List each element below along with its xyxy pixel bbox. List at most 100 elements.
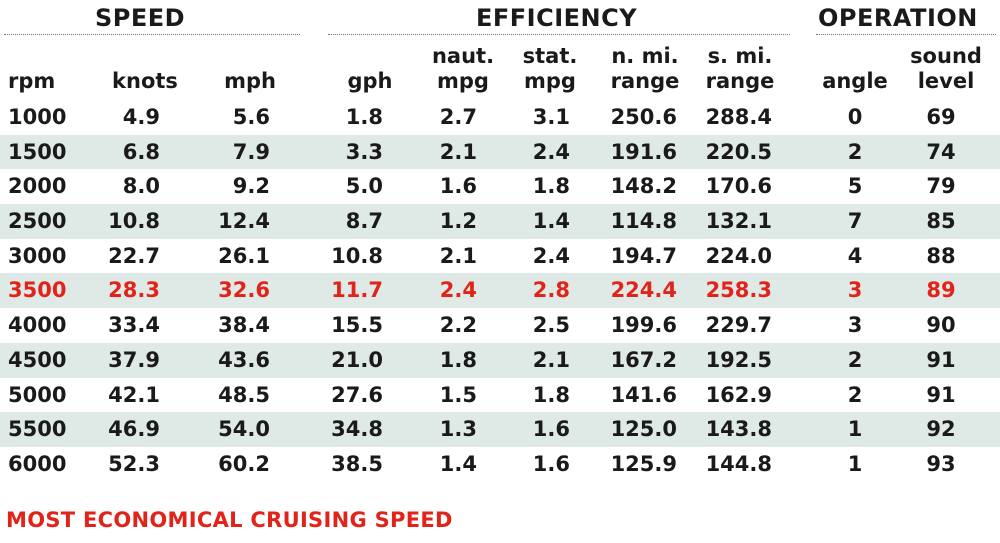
table-cell-n-mi-range: 194.7	[610, 243, 677, 268]
table-row: 4500 37.9 43.6 21.0 1.8 2.1 167.2 192.5 2 91	[0, 342, 1000, 378]
table-cell-naut-mpg: 1.5	[439, 382, 477, 407]
table-cell-rpm: 5500	[8, 417, 67, 442]
col-header-angle: angle	[822, 69, 888, 93]
table-cell-n-mi-range: 167.2	[610, 347, 677, 372]
table-cell-stat-mpg: 1.6	[532, 417, 570, 442]
table-cell-s-mi-range: 144.8	[705, 451, 772, 476]
table-cell-gph: 27.6	[331, 382, 383, 407]
table-cell-sound-level: 74	[926, 139, 956, 164]
table-cell-s-mi-range: 170.6	[705, 174, 772, 199]
table-cell-gph: 15.5	[331, 313, 383, 338]
table-cell-n-mi-range: 114.8	[610, 209, 677, 234]
table-cell-stat-mpg: 2.1	[532, 347, 570, 372]
table-cell-naut-mpg: 2.2	[439, 313, 477, 338]
table-row: 5500 46.9 54.0 34.8 1.3 1.6 125.0 143.8 1 92	[0, 412, 1000, 447]
table-cell-sound-level: 85	[926, 209, 956, 234]
table-cell-angle: 3	[847, 278, 863, 303]
table-cell-sound-level: 92	[926, 417, 956, 442]
table-cell-mph: 7.9	[232, 139, 270, 164]
table-cell-knots: 6.8	[122, 139, 160, 164]
table-cell-s-mi-range: 224.0	[705, 243, 772, 268]
table-cell-s-mi-range: 220.5	[705, 139, 772, 164]
table-cell-mph: 26.1	[218, 243, 270, 268]
table-cell-rpm: 4500	[8, 347, 67, 372]
data-table-body: 1000 4.9 5.6 1.8 2.7 3.1 250.6 288.4 0 69 1500 6.8 7…	[0, 100, 1000, 482]
table-row: 6000 52.3 60.2 38.5 1.4 1.6 125.9 144.8 1 93	[0, 447, 1000, 482]
table-cell-rpm: 4000	[8, 313, 67, 338]
table-cell-mph: 12.4	[218, 209, 270, 234]
table-cell-mph: 43.6	[218, 347, 270, 372]
table-cell-knots: 33.4	[108, 313, 160, 338]
table-cell-gph: 34.8	[331, 417, 383, 442]
table-row: 3000 22.7 26.1 10.8 2.1 2.4 194.7 224.0 4 88	[0, 239, 1000, 274]
table-cell-s-mi-range: 162.9	[705, 382, 772, 407]
table-cell-n-mi-range: 191.6	[610, 139, 677, 164]
table-cell-mph: 48.5	[218, 382, 270, 407]
table-cell-knots: 28.3	[108, 278, 160, 303]
efficiency-group-rule	[328, 34, 790, 35]
col-header-stat-mpg: stat. mpg	[522, 44, 578, 93]
col-header-naut-mpg: naut. mpg	[431, 44, 495, 93]
table-cell-rpm: 5000	[8, 382, 67, 407]
table-cell-n-mi-range: 224.4	[610, 278, 677, 303]
col-header-knots: knots	[112, 69, 178, 93]
table-cell-knots: 46.9	[108, 417, 160, 442]
table-cell-naut-mpg: 1.8	[439, 347, 477, 372]
table-cell-naut-mpg: 2.7	[439, 105, 477, 129]
table-cell-s-mi-range: 192.5	[705, 347, 772, 372]
table-cell-gph: 8.7	[345, 209, 383, 234]
table-cell-angle: 2	[847, 139, 863, 164]
table-cell-knots: 22.7	[108, 243, 160, 268]
table-cell-stat-mpg: 2.5	[532, 313, 570, 338]
table-cell-knots: 4.9	[122, 105, 160, 129]
table-cell-knots: 42.1	[108, 382, 160, 407]
table-cell-s-mi-range: 258.3	[705, 278, 772, 303]
table-cell-sound-level: 88	[926, 243, 956, 268]
table-cell-mph: 38.4	[218, 313, 270, 338]
table-cell-mph: 5.6	[232, 105, 270, 129]
table-cell-n-mi-range: 125.0	[610, 417, 677, 442]
table-cell-naut-mpg: 2.1	[439, 139, 477, 164]
table-cell-n-mi-range: 148.2	[610, 174, 677, 199]
col-header-n-mi-range: n. mi. range	[610, 44, 680, 93]
table-cell-angle: 0	[847, 105, 863, 129]
table-cell-angle: 5	[847, 174, 863, 199]
table-cell-stat-mpg: 2.8	[532, 278, 570, 303]
table-cell-s-mi-range: 288.4	[705, 105, 772, 129]
table-cell-knots: 8.0	[122, 174, 160, 199]
table-cell-stat-mpg: 3.1	[532, 105, 570, 129]
table-cell-sound-level: 90	[926, 313, 956, 338]
col-header-s-mi-range: s. mi. range	[705, 44, 775, 93]
table-cell-rpm: 1500	[8, 139, 67, 164]
table-cell-rpm: 6000	[8, 451, 67, 476]
table-row: 1500 6.8 7.9 3.3 2.1 2.4 191.6 220.5 2 74	[0, 134, 1000, 170]
table-cell-naut-mpg: 1.4	[439, 451, 477, 476]
table-cell-stat-mpg: 2.4	[532, 243, 570, 268]
table-cell-mph: 9.2	[232, 174, 270, 199]
table-row: 2000 8.0 9.2 5.0 1.6 1.8 148.2 170.6 5 79	[0, 169, 1000, 204]
table-cell-knots: 37.9	[108, 347, 160, 372]
table-cell-mph: 54.0	[218, 417, 270, 442]
table-cell-sound-level: 89	[926, 278, 956, 303]
table-cell-n-mi-range: 199.6	[610, 313, 677, 338]
col-header-rpm: rpm	[8, 69, 56, 93]
operation-group-title: OPERATION	[818, 4, 978, 32]
table-row: 3500 28.3 32.6 11.7 2.4 2.8 224.4 258.3 3 89	[0, 273, 1000, 309]
table-cell-naut-mpg: 1.6	[439, 174, 477, 199]
table-cell-n-mi-range: 141.6	[610, 382, 677, 407]
table-cell-sound-level: 79	[926, 174, 956, 199]
table-cell-sound-level: 93	[926, 451, 956, 476]
table-cell-gph: 11.7	[331, 278, 383, 303]
table-cell-sound-level: 91	[926, 382, 956, 407]
table-cell-n-mi-range: 250.6	[610, 105, 677, 129]
table-row: 5000 42.1 48.5 27.6 1.5 1.8 141.6 162.9 2 91	[0, 378, 1000, 413]
speed-group-rule	[4, 34, 300, 35]
table-cell-angle: 2	[847, 347, 863, 372]
col-header-sound-level: sound level	[910, 44, 982, 93]
table-row: 1000 4.9 5.6 1.8 2.7 3.1 250.6 288.4 0 69	[0, 100, 1000, 135]
table-cell-rpm: 3500	[8, 278, 67, 303]
table-cell-rpm: 2000	[8, 174, 67, 199]
table-cell-rpm: 2500	[8, 209, 67, 234]
table-cell-naut-mpg: 2.4	[439, 278, 477, 303]
table-cell-angle: 4	[847, 243, 863, 268]
